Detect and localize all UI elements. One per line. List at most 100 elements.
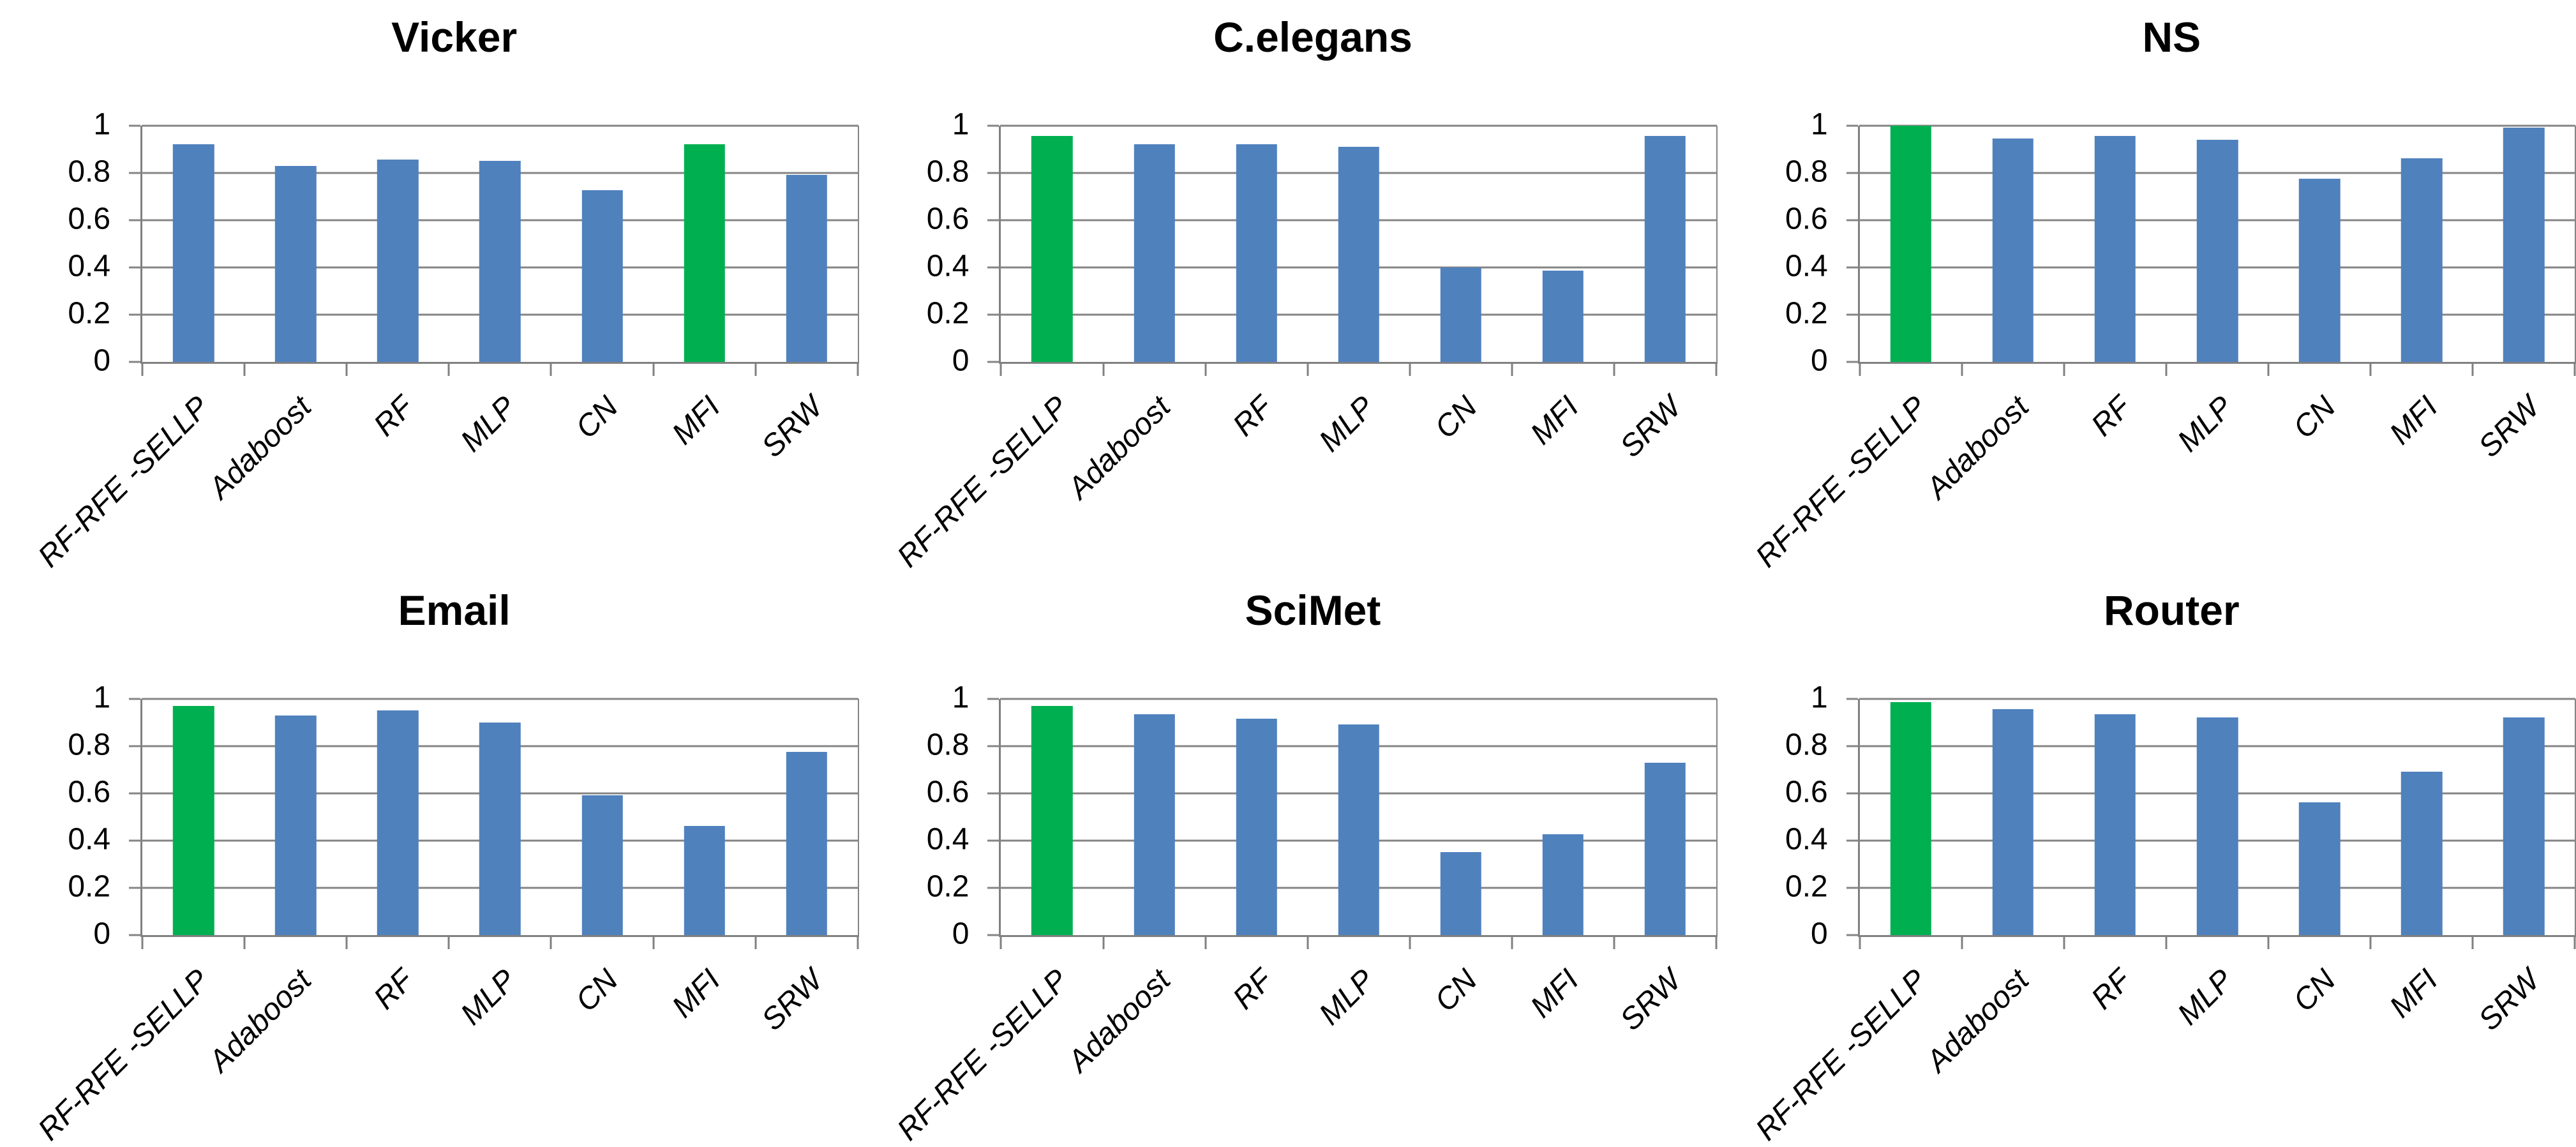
bar-mlp bbox=[479, 161, 521, 362]
chart-title: C.elegans bbox=[1213, 13, 1412, 61]
y-axis-tick bbox=[129, 266, 141, 269]
x-category-label: CN bbox=[2287, 389, 2342, 446]
x-axis-tick bbox=[1204, 934, 1207, 949]
y-tick-label: 0.6 bbox=[926, 202, 970, 236]
y-tick-label: 0.6 bbox=[68, 202, 111, 236]
bar-mlp bbox=[1338, 146, 1379, 362]
x-category-label: RF-RFE -SELLP bbox=[890, 389, 1075, 574]
x-category-label: MLP bbox=[454, 963, 523, 1031]
y-tick-label: 0.8 bbox=[926, 728, 970, 762]
y-axis-tick bbox=[129, 313, 141, 316]
bar-mfi bbox=[684, 144, 725, 362]
bar-cn bbox=[1440, 267, 1482, 362]
x-axis-tick bbox=[141, 361, 144, 376]
y-axis-tick bbox=[1846, 839, 1858, 842]
x-category-label: SRW bbox=[1614, 963, 1688, 1037]
x-axis-tick bbox=[1204, 361, 1207, 376]
x-category-label: MLP bbox=[1312, 389, 1382, 458]
x-axis-tick bbox=[141, 934, 144, 949]
y-axis-tick bbox=[987, 934, 1000, 936]
x-category-label: MFI bbox=[2383, 389, 2445, 451]
chart-title: SciMet bbox=[1245, 587, 1381, 634]
x-axis-tick bbox=[243, 934, 246, 949]
y-axis-tick bbox=[987, 313, 1000, 316]
y-tick-label: 0.8 bbox=[926, 154, 970, 189]
y-tick-label: 0.8 bbox=[68, 154, 111, 189]
chart-title: Router bbox=[2103, 587, 2240, 634]
bar-mfi bbox=[1542, 834, 1584, 935]
y-axis-tick bbox=[987, 266, 1000, 269]
bar-adaboost bbox=[1992, 709, 2034, 935]
y-tick-label: 1 bbox=[1811, 680, 1828, 715]
y-axis-tick bbox=[129, 839, 141, 842]
x-axis-tick bbox=[1000, 361, 1002, 376]
x-category-label: RF-RFE -SELLP bbox=[890, 963, 1075, 1147]
x-category-label: SRW bbox=[755, 389, 830, 464]
x-axis-tick bbox=[2267, 361, 2270, 376]
x-category-label: RF-RFE -SELLP bbox=[32, 963, 216, 1147]
x-category-label: Adaboost bbox=[1920, 389, 2036, 506]
x-category-label: CN bbox=[2287, 963, 2342, 1019]
x-category-label: RF bbox=[1226, 389, 1280, 443]
x-axis-tick bbox=[1409, 361, 1411, 376]
chart-vicker: Vicker 0 0.2 0.4 0.6 0.8 1 RF-RFE -SELLP Adaboo… bbox=[0, 0, 859, 574]
bar-cn bbox=[2298, 178, 2340, 362]
gridline bbox=[1859, 124, 2576, 127]
y-axis-tick bbox=[1846, 745, 1858, 747]
y-tick-label: 0.4 bbox=[926, 249, 970, 283]
y-axis-tick bbox=[1846, 266, 1858, 269]
x-category-label: SRW bbox=[2472, 389, 2547, 464]
x-category-label: MFI bbox=[2383, 963, 2445, 1024]
x-axis-tick bbox=[447, 361, 450, 376]
plot-area: 0 0.2 0.4 0.6 0.8 1 RF-RFE -SELLP Adaboost RF MLP… bbox=[891, 682, 1718, 1147]
y-tick-label: 1 bbox=[952, 680, 970, 715]
y-tick-label: 1 bbox=[93, 680, 111, 715]
x-category-label: CN bbox=[569, 389, 625, 446]
y-axis-tick bbox=[987, 172, 1000, 174]
bar-adaboost bbox=[275, 715, 317, 935]
y-tick-label: 0.8 bbox=[1785, 154, 1828, 189]
y-tick-label: 0.2 bbox=[926, 296, 970, 331]
gridline bbox=[142, 124, 858, 127]
x-axis-tick bbox=[1961, 934, 1963, 949]
gridline bbox=[142, 698, 858, 700]
x-axis-tick bbox=[652, 361, 655, 376]
y-axis-tick bbox=[987, 124, 1000, 127]
y-tick-label: 0.4 bbox=[1785, 822, 1828, 857]
x-category-label: MFI bbox=[1524, 963, 1586, 1024]
chart-celegans: C.elegans 0 0.2 0.4 0.6 0.8 1 RF-RFE -SELLP Ada… bbox=[858, 0, 1718, 574]
x-axis-tick bbox=[1715, 934, 1718, 949]
x-category-label: RF-RFE -SELLP bbox=[1749, 963, 1934, 1147]
y-axis-tick bbox=[987, 792, 1000, 795]
y-axis-tick bbox=[1846, 219, 1858, 221]
y-axis-tick bbox=[1846, 361, 1858, 363]
bar-srw bbox=[1644, 762, 1686, 935]
chart-scimet: SciMet 0 0.2 0.4 0.6 0.8 1 RF-RFE -SELLP Adaboo… bbox=[858, 573, 1718, 1147]
y-axis-tick bbox=[987, 745, 1000, 747]
y-tick-label: 0.2 bbox=[68, 869, 111, 904]
y-axis-tick bbox=[987, 698, 1000, 700]
x-category-label: RF-RFE -SELLP bbox=[32, 389, 216, 574]
x-category-label: CN bbox=[1428, 963, 1484, 1019]
bar-srw bbox=[1644, 136, 1686, 362]
x-category-label: SRW bbox=[755, 963, 830, 1037]
x-axis-tick bbox=[2471, 934, 2474, 949]
y-tick-label: 0.2 bbox=[1785, 869, 1828, 904]
x-axis-tick bbox=[1613, 934, 1615, 949]
x-axis-tick bbox=[2471, 361, 2474, 376]
plot-area: 0 0.2 0.4 0.6 0.8 1 RF-RFE -SELLP Adaboost RF MLP… bbox=[32, 682, 859, 1147]
y-tick-label: 0.6 bbox=[1785, 775, 1828, 809]
x-axis-tick bbox=[1000, 934, 1002, 949]
bar-cn bbox=[1440, 852, 1482, 935]
y-tick-label: 0 bbox=[1811, 343, 1828, 378]
x-axis-tick bbox=[243, 361, 246, 376]
x-axis-tick bbox=[2063, 361, 2065, 376]
bar-rf bbox=[377, 710, 419, 935]
bar-cn bbox=[581, 795, 623, 935]
bar-cn bbox=[2298, 802, 2340, 935]
plot-area: 0 0.2 0.4 0.6 0.8 1 RF-RFE -SELLP Adaboost RF MLP… bbox=[891, 109, 1718, 574]
y-tick-label: 0 bbox=[1811, 917, 1828, 951]
plot-area: 0 0.2 0.4 0.6 0.8 1 RF-RFE -SELLP Adaboost RF MLP… bbox=[32, 109, 859, 574]
bar-srw bbox=[786, 751, 827, 935]
